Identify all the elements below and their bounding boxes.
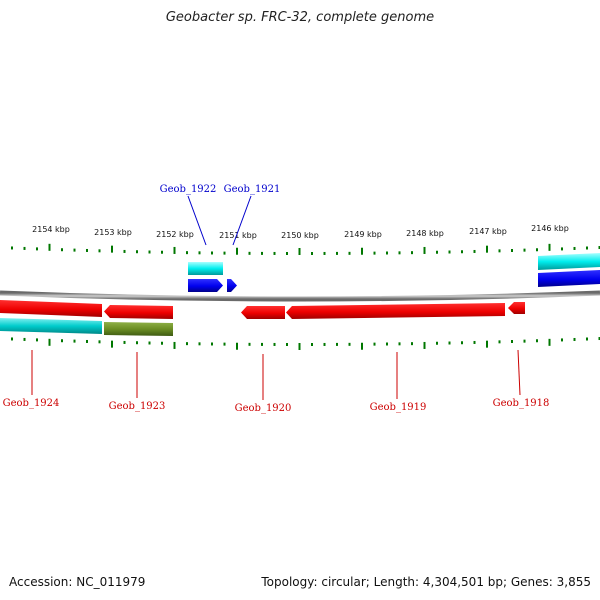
kbp-label-2150: 2150 kbp: [281, 231, 319, 240]
leader-geob-1918: [517, 349, 521, 396]
cds-geob-1921[interactable]: [227, 279, 237, 292]
kbp-label-2152: 2152 kbp: [156, 230, 194, 239]
map-title: Geobacter sp. FRC-32, complete genome: [165, 10, 435, 25]
genome-summary-text: Topology: circular; Length: 4,304,501 bp…: [261, 575, 591, 589]
cds-geob-1923[interactable]: [104, 305, 173, 319]
gene-geob-1924[interactable]: [0, 318, 102, 334]
kbp-label-2151: 2151 kbp: [219, 231, 257, 240]
kbp-label-2149: 2149 kbp: [344, 230, 382, 239]
label-geob-1922[interactable]: Geob_1922: [160, 184, 217, 195]
gene-geob-1922[interactable]: [188, 262, 223, 275]
kbp-labels: 2154 kbp 2153 kbp 2152 kbp 2151 kbp 2150…: [32, 224, 569, 240]
feature-labels: Geob_1922 Geob_1921 Geob_1924 Geob_1923 …: [3, 184, 550, 414]
reverse-strand-features: [0, 300, 525, 336]
leader-geob-1921: [232, 195, 252, 246]
gene-geob-1923[interactable]: [104, 322, 173, 336]
forward-strand-features: [188, 253, 600, 292]
outer-tick-marks: [11, 243, 600, 255]
label-geob-1918[interactable]: Geob_1918: [493, 398, 550, 409]
genome-backbone: [0, 290, 600, 302]
cds-geob-1920[interactable]: [241, 306, 285, 319]
cds-geob-1919[interactable]: [286, 303, 505, 319]
leader-geob-1922: [187, 195, 207, 246]
accession-text: Accession: NC_011979: [9, 575, 146, 589]
kbp-label-2154: 2154 kbp: [32, 225, 70, 234]
label-geob-1921[interactable]: Geob_1921: [224, 184, 281, 195]
gene-right-edge[interactable]: [538, 253, 600, 270]
label-geob-1920[interactable]: Geob_1920: [235, 403, 292, 414]
cds-geob-1918[interactable]: [508, 302, 525, 314]
kbp-label-2153: 2153 kbp: [94, 228, 132, 237]
label-geob-1924[interactable]: Geob_1924: [3, 398, 60, 409]
label-geob-1919[interactable]: Geob_1919: [370, 402, 427, 413]
label-leader-lines: [31, 195, 521, 400]
cds-geob-1924[interactable]: [0, 300, 102, 317]
kbp-label-2148: 2148 kbp: [406, 229, 444, 238]
label-geob-1923[interactable]: Geob_1923: [109, 401, 166, 412]
kbp-label-2147: 2147 kbp: [469, 227, 507, 236]
cds-geob-1922[interactable]: [188, 279, 223, 292]
inner-tick-marks: [11, 337, 600, 350]
cds-right-edge[interactable]: [538, 270, 600, 287]
kbp-label-2146: 2146 kbp: [531, 224, 569, 233]
